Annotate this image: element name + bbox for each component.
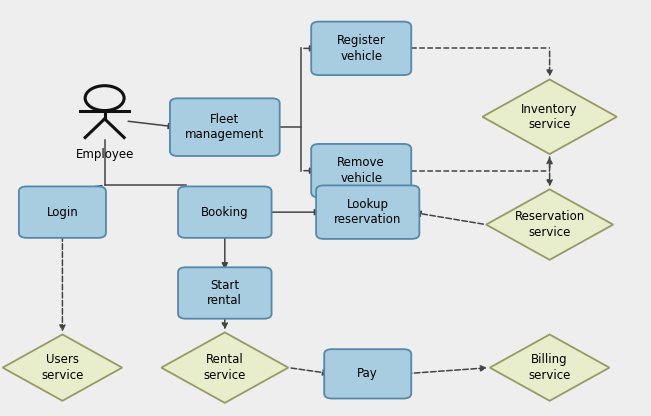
Text: Rental
service: Rental service: [204, 353, 246, 382]
FancyBboxPatch shape: [170, 98, 280, 156]
Text: Login: Login: [46, 206, 78, 219]
Text: Employee: Employee: [76, 148, 134, 161]
FancyBboxPatch shape: [178, 186, 271, 238]
FancyBboxPatch shape: [178, 267, 271, 319]
FancyBboxPatch shape: [316, 186, 419, 239]
Polygon shape: [482, 79, 617, 154]
Text: Register
vehicle: Register vehicle: [337, 34, 385, 63]
Polygon shape: [161, 332, 288, 403]
Text: Start
rental: Start rental: [208, 279, 242, 307]
Text: Users
service: Users service: [41, 353, 83, 382]
Text: Lookup
reservation: Lookup reservation: [334, 198, 402, 226]
FancyBboxPatch shape: [19, 186, 106, 238]
Text: Remove
vehicle: Remove vehicle: [337, 156, 385, 185]
Text: Inventory
service: Inventory service: [521, 102, 578, 131]
Text: Pay: Pay: [357, 367, 378, 380]
FancyBboxPatch shape: [311, 22, 411, 75]
Polygon shape: [486, 189, 613, 260]
Text: Billing
service: Billing service: [529, 353, 571, 382]
Text: Reservation
service: Reservation service: [514, 210, 585, 239]
FancyBboxPatch shape: [324, 349, 411, 399]
Text: Fleet
management: Fleet management: [185, 113, 264, 141]
Polygon shape: [3, 334, 122, 401]
FancyBboxPatch shape: [311, 144, 411, 198]
Text: Booking: Booking: [201, 206, 249, 219]
Polygon shape: [490, 334, 609, 401]
